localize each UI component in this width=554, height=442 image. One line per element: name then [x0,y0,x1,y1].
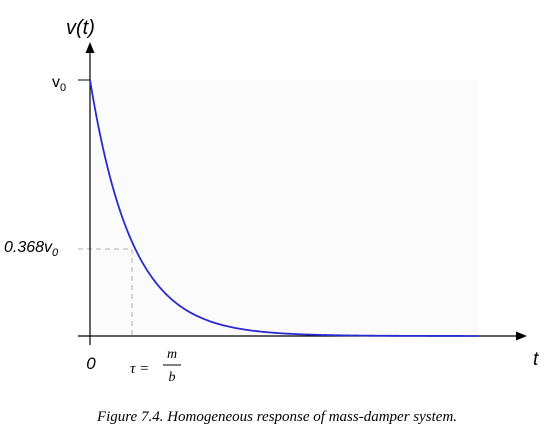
tau-equals-label: τ = [130,361,149,377]
tau-value-coef: 0.368v [4,239,53,256]
plot-background [90,80,478,336]
figure-caption: Figure 7.4. Homogeneous response of mass… [96,409,457,425]
tau-numerator: m [167,347,177,362]
y-axis-title: v(t) [66,17,95,39]
y-axis-title-name: v [66,17,77,39]
series-line-decay [89,79,479,337]
y-axis-title-arg: (t) [76,17,95,39]
x-axis-title: t [533,349,539,370]
v0-base: v [52,74,60,91]
x-axis-arrow [516,331,527,341]
y-tick-label-0368v0: 0.368v0 [4,239,59,259]
x-origin-label: 0 [86,354,96,373]
y-axis-arrow [85,42,95,53]
tau-denominator: b [169,370,176,385]
v0-subscript: 0 [60,82,66,94]
y-tick-label-v0: v0 [52,74,66,94]
tau-value-subscript: 0 [52,247,59,259]
